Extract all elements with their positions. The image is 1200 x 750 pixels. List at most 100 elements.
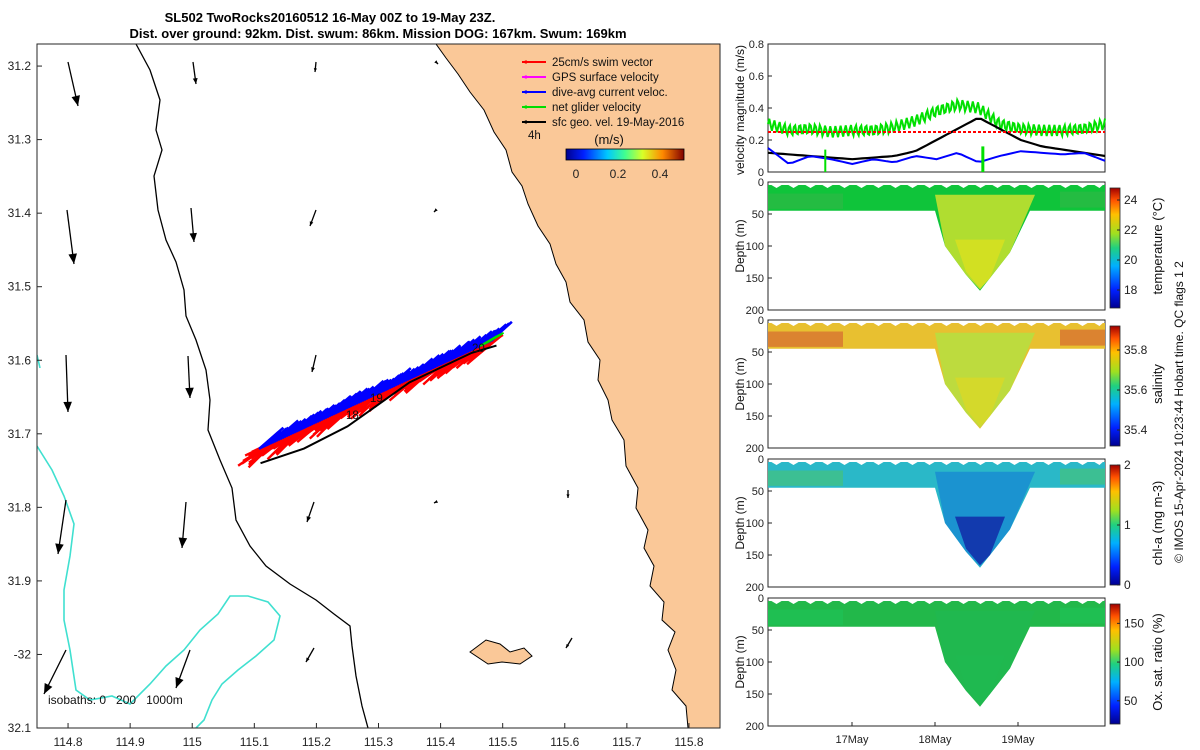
land-mass — [435, 44, 720, 728]
legend-label: GPS surface velocity — [552, 72, 659, 84]
colorbar-label: salinity — [1150, 364, 1165, 404]
section-y-tick-label: 0 — [758, 177, 764, 189]
section-colorbar — [1109, 325, 1121, 447]
legend-arrow-head — [522, 120, 527, 124]
section-top-edge — [768, 599, 1105, 604]
geo-velocity-arrow-head — [71, 95, 80, 106]
geo-velocity-arrow-head — [68, 253, 77, 264]
isobath-200m — [135, 44, 369, 728]
map-y-tick-label: 31.5 — [8, 280, 32, 294]
colorbar-tick-label: 20 — [1124, 253, 1138, 267]
legend-label: dive-avg current veloc. — [552, 87, 668, 99]
section-deep-core — [955, 655, 1005, 705]
velocity-series-line — [767, 96, 1106, 140]
map-y-tick-label: 31.3 — [8, 133, 32, 147]
section-surface-layer — [768, 470, 843, 486]
map-x-tick-label: 115.4 — [426, 735, 455, 749]
geo-velocity-arrow-head — [44, 683, 53, 694]
section-surface-layer — [768, 331, 843, 347]
velocity-ylabel: velocity magnitude (m/s) — [733, 45, 747, 175]
title-line-1: SL502 TwoRocks20160512 16-May 00Z to 19-… — [165, 10, 496, 25]
geo-velocity-arrow-head — [306, 516, 311, 522]
track-label-2: 19 — [370, 393, 383, 405]
geo-velocity-arrow-head — [311, 367, 315, 372]
map-x-tick-label: 115.6 — [550, 735, 579, 749]
surface-geostrophic-arrows — [43, 60, 573, 695]
section-y-tick-label: 150 — [746, 550, 764, 562]
legend-label: sfc geo. vel. 19-May-2016 — [552, 117, 684, 129]
map-y-tick-label: 32.1 — [8, 721, 32, 735]
geo-velocity-arrow-head — [566, 644, 570, 648]
section-colorbar — [1109, 187, 1121, 309]
rottnest-island — [469, 639, 533, 665]
geo-velocity-arrow-head — [309, 221, 314, 226]
legend-arrow-head — [522, 60, 527, 64]
section-y-tick-label: 200 — [746, 443, 764, 455]
section-y-tick-label: 0 — [758, 593, 764, 605]
section-deep-core — [955, 377, 1005, 427]
colorbar-tick-label: 100 — [1124, 655, 1144, 669]
geo-velocity-arrow-head — [175, 677, 184, 688]
legend-arrow-head — [522, 75, 527, 79]
section-y-tick-label: 150 — [746, 689, 764, 701]
section-y-tick-label: 200 — [746, 582, 764, 594]
colorbar-tick-label: 24 — [1124, 193, 1138, 207]
map-x-tick-label: 114.9 — [116, 735, 145, 749]
section-y-tick-label: 150 — [746, 273, 764, 285]
section-panel-temperature: 0 50 100 150 200 Depth (m) 18 20 22 24 temperature… — [733, 177, 1165, 317]
section-deep-core — [955, 516, 1005, 566]
section-y-tick-label: 50 — [752, 209, 764, 221]
legend-arrow-head — [522, 90, 527, 94]
section-y-tick-label: 100 — [746, 241, 764, 253]
colorbar-tick-label: 35.8 — [1124, 343, 1148, 357]
geo-velocity-arrow-head — [434, 499, 438, 503]
legend-label: net glider velocity — [552, 102, 641, 114]
section-top-edge — [768, 183, 1105, 188]
section-ylabel: Depth (m) — [733, 635, 747, 688]
section-y-tick-label: 50 — [752, 486, 764, 498]
colorbar-tick-label: 35.6 — [1124, 383, 1148, 397]
map-y-tick-label: 31.4 — [8, 206, 32, 220]
colorbar-tick-label: 1 — [1124, 518, 1131, 532]
velocity-panel: 0 0.2 0.4 0.6 0.8 velocity magnitude (m/s) — [733, 39, 1106, 179]
geo-velocity-arrow-head — [306, 657, 310, 662]
section-y-tick-label: 0 — [758, 454, 764, 466]
map-panel: 114.8 114.9 115 115.1 115.2 115.3 115.4 115.5 11… — [8, 43, 721, 749]
geo-velocity-arrow-head — [434, 60, 438, 64]
map-y-tick-label: 31.6 — [8, 353, 32, 367]
map-x-tick-label: 115.1 — [240, 735, 269, 749]
time-tick-label: 18May — [918, 734, 952, 746]
colorbar-label: temperature (°C) — [1150, 198, 1165, 295]
glider-track-layer — [237, 320, 513, 469]
section-top-edge — [768, 321, 1105, 326]
colorbar-tick-label: 50 — [1124, 694, 1138, 708]
speed-colorbar — [565, 148, 685, 161]
velocity-y-tick-label: 0.6 — [749, 71, 764, 83]
geo-velocity-arrow-head — [63, 401, 72, 412]
map-y-tick-label: -32 — [14, 647, 32, 661]
section-panel-oxygen: 0 50 100 150 200 Depth (m) 50 100 150 Ox. sat. ra… — [733, 593, 1165, 733]
section-panel-chl-a: 0 50 100 150 200 Depth (m) 0 1 2 chl-a (mg m-3) — [733, 454, 1165, 594]
geo-velocity-arrow-head — [189, 232, 197, 242]
geo-velocity-arrow-head — [55, 543, 64, 554]
map-axis-ticks: 114.8 114.9 115 115.1 115.2 115.3 115.4 115.5 11… — [8, 59, 704, 749]
map-x-tick-label: 114.8 — [53, 735, 82, 749]
map-legend: 25cm/s swim vector GPS surface velocity di… — [522, 57, 685, 181]
section-colorbar — [1109, 603, 1121, 725]
map-x-tick-label: 115.7 — [612, 735, 641, 749]
time-tick-label: 17May — [835, 734, 869, 746]
colorbar-label: chl-a (mg m-3) — [1150, 481, 1165, 566]
map-x-tick-label: 115.8 — [674, 735, 703, 749]
geo-velocity-arrow-head — [313, 68, 317, 72]
section-y-tick-label: 100 — [746, 657, 764, 669]
section-y-tick-label: 0 — [758, 315, 764, 327]
section-y-tick-label: 50 — [752, 347, 764, 359]
section-y-tick-label: 100 — [746, 379, 764, 391]
colorbar-tick-label: 150 — [1124, 616, 1144, 630]
velocity-series-line — [767, 147, 1106, 166]
section-top-edge — [768, 460, 1105, 465]
section-ylabel: Depth (m) — [733, 219, 747, 272]
map-x-tick-label: 115 — [183, 735, 202, 749]
section-surface-layer — [1060, 329, 1105, 346]
